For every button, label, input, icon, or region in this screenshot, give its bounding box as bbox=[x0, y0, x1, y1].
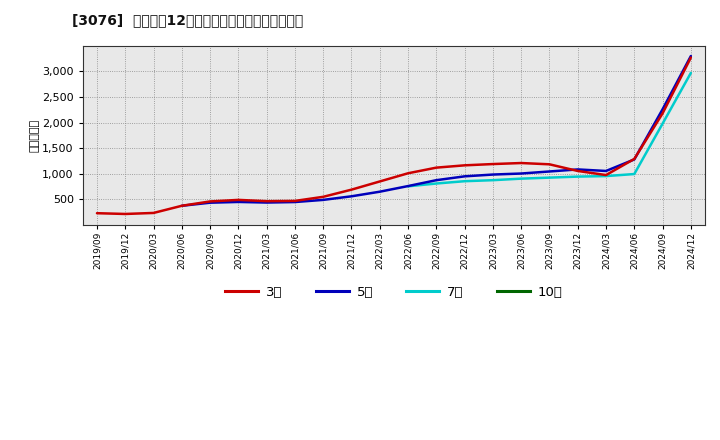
Legend: 3年, 5年, 7年, 10年: 3年, 5年, 7年, 10年 bbox=[220, 281, 567, 304]
Text: [3076]  経常利益12か月移動合計の標準偏差の推移: [3076] 経常利益12か月移動合計の標準偏差の推移 bbox=[72, 13, 303, 27]
Y-axis label: （百万円）: （百万円） bbox=[30, 119, 40, 152]
